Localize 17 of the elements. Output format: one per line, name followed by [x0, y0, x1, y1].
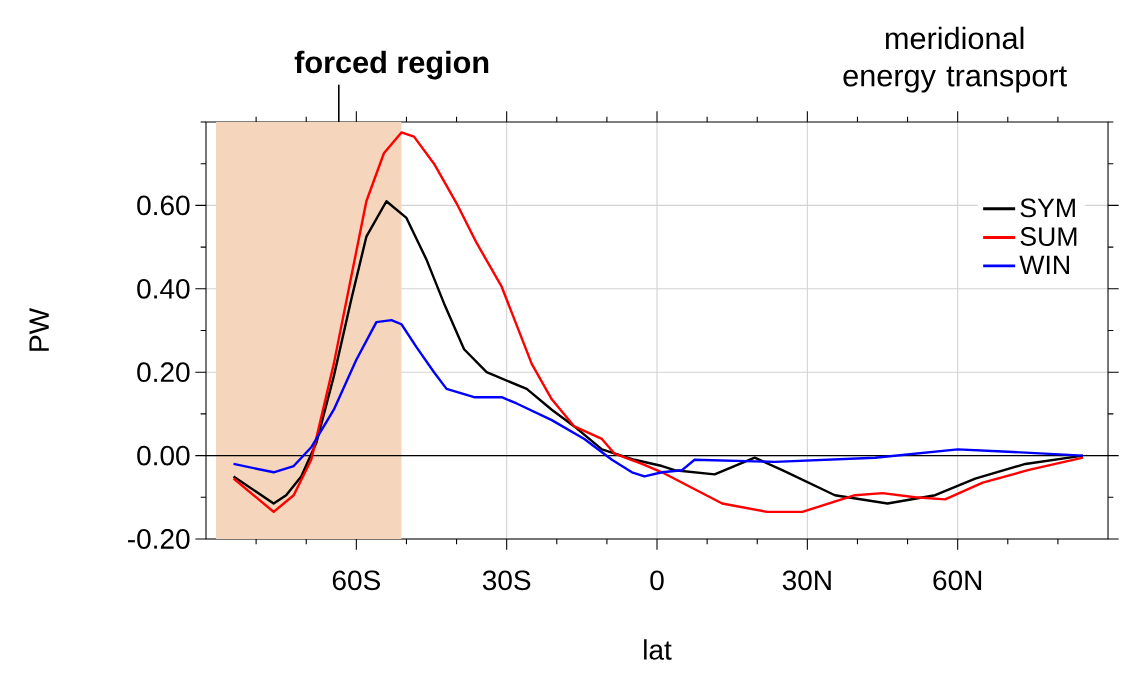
- y-axis-title: PW: [29, 308, 49, 351]
- legend-label: SYM: [1020, 198, 1075, 218]
- x-tick-label: 30N: [782, 570, 831, 591]
- y-tick-label: 0.40: [137, 278, 190, 299]
- legend-label: SUM: [1020, 227, 1077, 246]
- y-tick-label: 0.00: [137, 445, 190, 466]
- x-tick-label: 0: [650, 570, 664, 591]
- x-tick-label: 60S: [332, 570, 380, 591]
- legend-label: WIN: [1019, 255, 1069, 275]
- x-tick-label: 30S: [482, 570, 531, 591]
- y-tick-label: 0.60: [137, 195, 190, 216]
- x-tick-label: 60N: [933, 570, 982, 591]
- x-axis-title: lat: [644, 639, 672, 660]
- y-tick-label: 0.20: [137, 362, 190, 383]
- chart-title: meridional energy transport: [843, 26, 1067, 93]
- band-label: forced region: [294, 50, 489, 80]
- y-tick-label: -0.20: [128, 529, 190, 549]
